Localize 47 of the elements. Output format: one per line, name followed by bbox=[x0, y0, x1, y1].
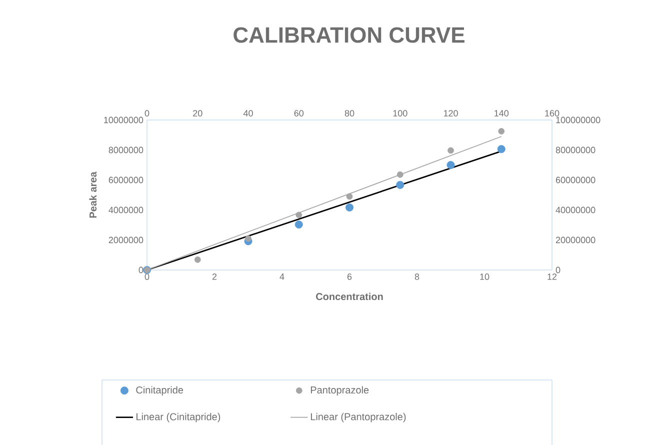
x2-tick-label: 100 bbox=[393, 110, 408, 116]
y2-tick-label: 80000000 bbox=[556, 146, 596, 154]
y-tick-label: 4000000 bbox=[108, 206, 144, 214]
x-tick-label: 6 bbox=[347, 273, 352, 280]
y-tick-label: 0 bbox=[138, 266, 144, 274]
x2-tick-label: 80 bbox=[344, 110, 354, 116]
point bbox=[245, 235, 252, 242]
y2-tick-label: 40000000 bbox=[556, 206, 596, 214]
point bbox=[396, 180, 404, 189]
legend-label: Linear (Cinitapride) bbox=[136, 412, 220, 422]
point bbox=[497, 145, 506, 153]
y-tick-label: 8000000 bbox=[108, 146, 144, 154]
point bbox=[346, 203, 354, 212]
x2-tick-label: 20 bbox=[193, 110, 202, 116]
x-axis-title: Concentration bbox=[316, 292, 383, 300]
point bbox=[294, 220, 303, 228]
x2-tick-label: 60 bbox=[294, 110, 304, 116]
x-tick-label: 4 bbox=[280, 273, 284, 280]
point bbox=[446, 160, 455, 169]
y2-tick-label: 20000000 bbox=[556, 236, 596, 244]
point bbox=[194, 256, 201, 263]
y-tick-label: 2000000 bbox=[108, 236, 144, 244]
x-tick-label: 12 bbox=[548, 273, 557, 280]
x2-tick-label: 160 bbox=[545, 110, 560, 116]
y-tick-label: 6000000 bbox=[108, 176, 144, 184]
x-tick-label: 10 bbox=[480, 273, 490, 280]
x2-tick-label: 140 bbox=[494, 110, 509, 116]
y-tick-label: 10000000 bbox=[104, 116, 144, 124]
x-tick-label: 8 bbox=[414, 273, 420, 280]
x2-tick-label: 40 bbox=[243, 110, 253, 116]
x2-tick-label: 120 bbox=[444, 110, 458, 116]
y2-tick-label: 0 bbox=[556, 266, 560, 274]
legend-label: Cinitapride bbox=[136, 386, 184, 396]
point bbox=[346, 193, 353, 200]
chart-title: CALIBRATION CURVE bbox=[234, 27, 464, 43]
point bbox=[498, 128, 505, 134]
point bbox=[448, 147, 454, 154]
point bbox=[396, 171, 404, 178]
point bbox=[296, 212, 302, 218]
x-tick-label: 2 bbox=[212, 273, 217, 280]
legend-label: Pantoprazole bbox=[310, 386, 369, 396]
y2-tick-label: 100000000 bbox=[556, 116, 600, 124]
y2-tick-label: 60000000 bbox=[556, 176, 596, 184]
y-axis-title: Peak area bbox=[89, 171, 97, 218]
x-tick-label: 0 bbox=[144, 273, 150, 280]
legend-label: Linear (Pantoprazole) bbox=[310, 412, 406, 422]
x2-tick-label: 0 bbox=[144, 110, 150, 116]
